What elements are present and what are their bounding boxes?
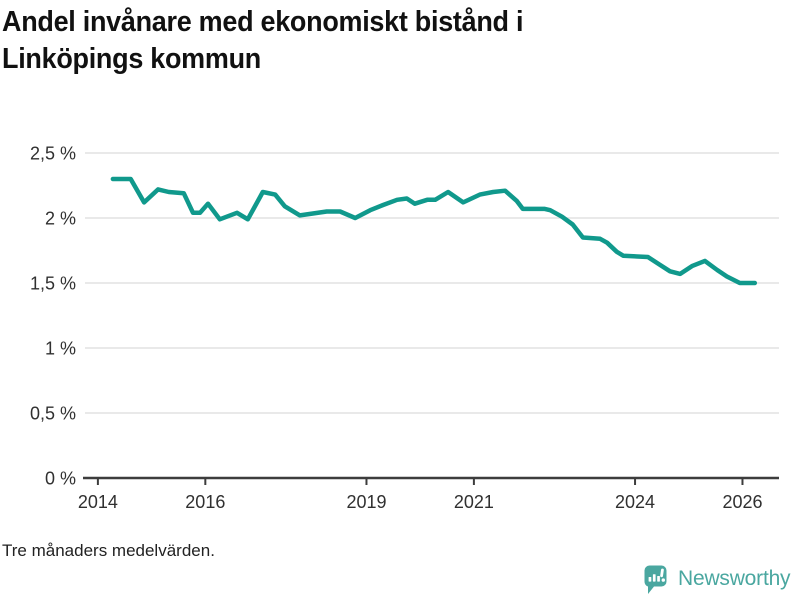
y-tick-label: 1 % — [45, 339, 76, 359]
x-tick-label: 2019 — [346, 492, 386, 512]
speech-bubble-bar-chart-icon — [644, 565, 667, 594]
x-tick-label: 2024 — [615, 492, 655, 512]
page-title-line-2: Linköpings kommun — [2, 43, 261, 75]
footnote: Tre månaders medelvärden. — [2, 541, 215, 560]
x-tick-label: 2016 — [185, 492, 225, 512]
page-title-line-1: Andel invånare med ekonomiskt bistånd i — [2, 6, 524, 38]
x-tick-label: 2021 — [454, 492, 494, 512]
y-tick-label: 2,5 % — [30, 144, 76, 164]
y-tick-label: 2 % — [45, 209, 76, 229]
y-tick-label: 0,5 % — [30, 404, 76, 424]
x-tick-label: 2026 — [722, 492, 762, 512]
newsworthy-wordmark: Newsworthy — [678, 567, 791, 590]
y-tick-label: 0 % — [45, 469, 76, 489]
x-tick-label: 2014 — [78, 492, 118, 512]
y-tick-label: 1,5 % — [30, 274, 76, 294]
page-title: Andel invånare med ekonomiskt bistånd i … — [2, 4, 523, 78]
trend-line — [110, 176, 758, 286]
newsworthy-logo: Newsworthy — [644, 565, 791, 595]
